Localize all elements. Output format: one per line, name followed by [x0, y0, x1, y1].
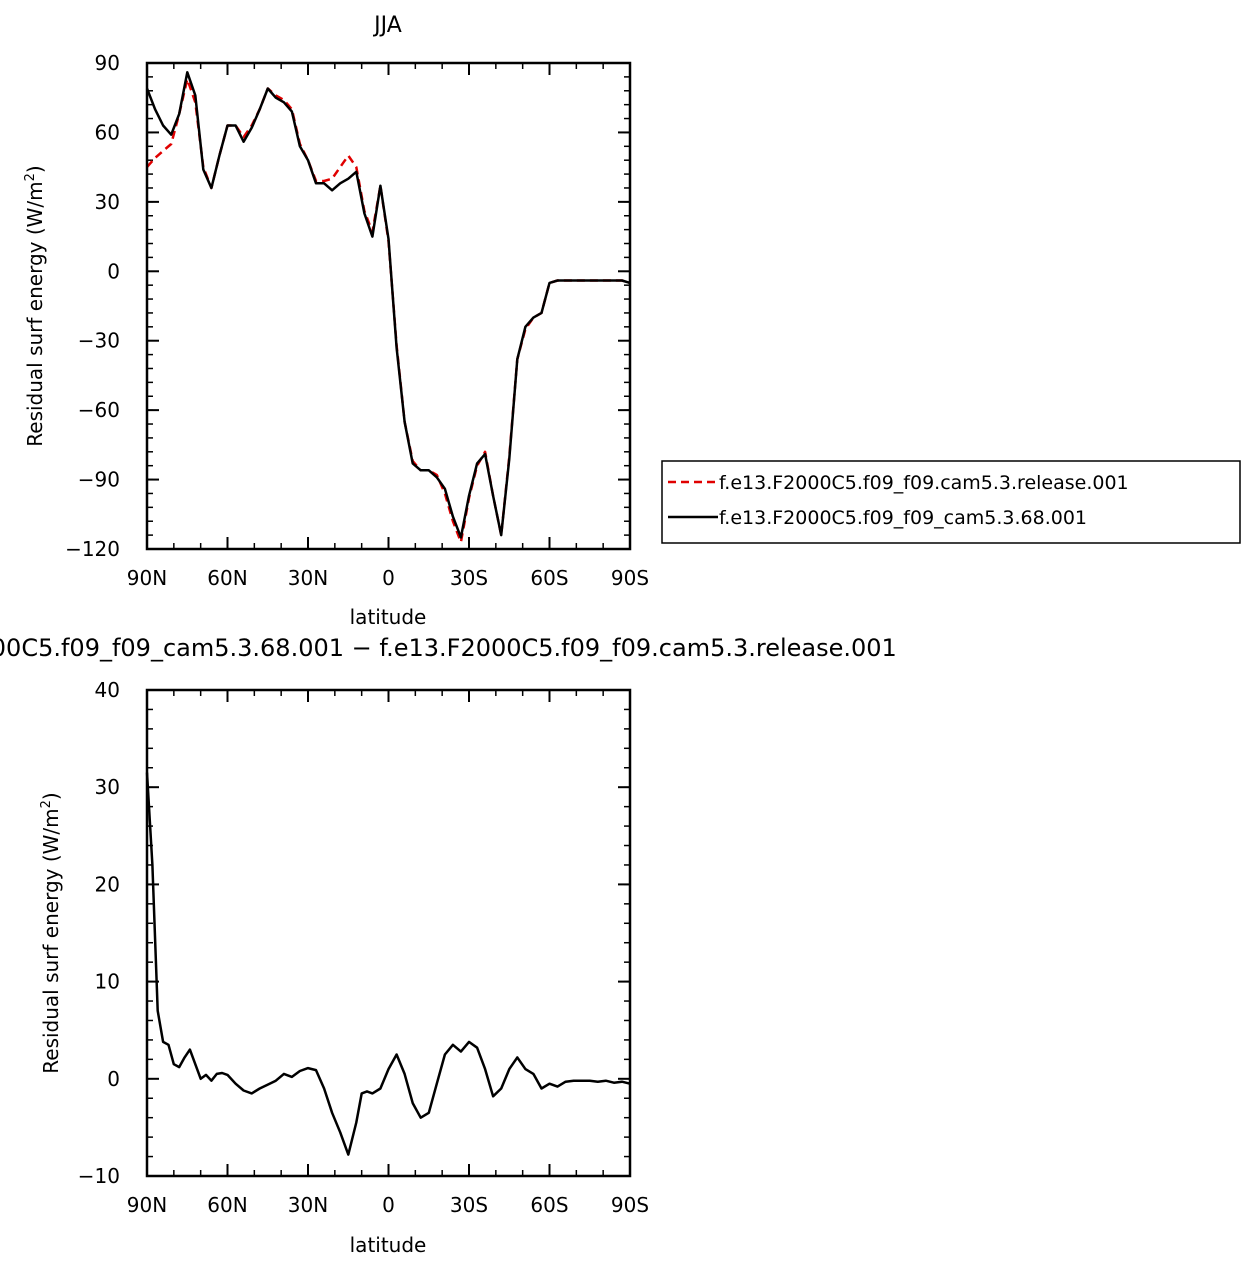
top-x-tick-label: 60N	[207, 566, 247, 590]
bottom-y-axis-label-main: Residual surf energy (W/m	[39, 808, 63, 1073]
legend-box	[661, 460, 1241, 544]
bottom-y-tick-label: 10	[95, 970, 120, 994]
legend-label-release: f.e13.F2000C5.f09_f09.cam5.3.release.001	[719, 472, 1129, 494]
top-x-tick-label: 0	[382, 566, 395, 590]
top-y-tick-label: −60	[78, 398, 120, 422]
top-y-axis-label-end: )	[23, 165, 47, 173]
bottom-y-tick-label: 40	[95, 678, 120, 702]
bottom-y-axis-label: Residual surf energy (W/m2)	[39, 792, 63, 1073]
bottom-x-tick-label: 60N	[207, 1193, 247, 1217]
top-y-tick-labels: 90 60 30 0 −30 −60 −90 −120	[65, 51, 120, 561]
bottom-x-tick-label: 90S	[611, 1193, 649, 1217]
top-y-axis-label: Residual surf energy (W/m2)	[23, 165, 47, 446]
top-series-line-0	[146, 77, 631, 544]
bottom-y-tick-label: −10	[78, 1164, 120, 1188]
top-chart-title: JJA	[372, 13, 402, 38]
bottom-y-tick-label: 0	[107, 1067, 120, 1091]
bottom-x-tick-label: 0	[382, 1193, 395, 1217]
bottom-x-tick-label: 30S	[450, 1193, 488, 1217]
legend-label-cam5-3-68: f.e13.F2000C5.f09_f09_cam5.3.68.001	[719, 507, 1087, 529]
bottom-x-tick-label: 90N	[127, 1193, 167, 1217]
top-y-tick-label: −120	[65, 537, 120, 561]
top-x-tick-label: 90S	[611, 566, 649, 590]
bottom-x-axis-label: latitude	[350, 1233, 427, 1257]
bottom-x-tick-label: 60S	[530, 1193, 568, 1217]
top-series-line-1	[145, 71, 631, 539]
top-plot-frame	[145, 61, 632, 551]
bottom-x-tick-labels: 90N 60N 30N 0 30S 60S 90S	[127, 1193, 649, 1217]
bottom-y-axis-label-sup: 2	[39, 800, 54, 808]
bottom-y-tick-labels: 40 30 20 10 0 −10	[78, 678, 120, 1188]
bottom-series-line-0	[145, 772, 631, 1156]
top-y-axis-label-sup: 2	[23, 173, 38, 181]
top-y-tick-label: −90	[78, 468, 120, 492]
top-series-group	[145, 71, 631, 544]
top-x-tick-label: 90N	[127, 566, 167, 590]
top-y-tick-label: 30	[95, 190, 120, 214]
bottom-y-tick-label: 30	[95, 775, 120, 799]
top-x-axis-label: latitude	[350, 605, 427, 629]
top-panel: JJA 90N 60N 30N 0 30S 60S 90S 90 60 30 0 −30 −60 −90…	[23, 13, 1241, 629]
legend: f.e13.F2000C5.f09_f09.cam5.3.release.001…	[661, 460, 1241, 544]
bottom-x-tick-label: 30N	[288, 1193, 328, 1217]
bottom-plot-frame	[145, 688, 632, 1178]
top-x-tick-label: 30N	[288, 566, 328, 590]
bottom-y-axis-label-end: )	[39, 792, 63, 800]
bottom-panel: f.e13.F2000C5.f09_f09_cam5.3.68.001 − f.…	[0, 634, 897, 1257]
top-x-tick-label: 60S	[530, 566, 568, 590]
top-y-tick-label: −30	[78, 329, 120, 353]
top-y-axis-label-main: Residual surf energy (W/m	[23, 181, 47, 446]
top-y-tick-label: 90	[95, 51, 120, 75]
top-y-tick-label: 0	[107, 259, 120, 283]
bottom-chart-title: f.e13.F2000C5.f09_f09_cam5.3.68.001 − f.…	[0, 634, 897, 662]
bottom-y-tick-label: 20	[95, 872, 120, 896]
top-x-tick-labels: 90N 60N 30N 0 30S 60S 90S	[127, 566, 649, 590]
top-ticks	[146, 62, 631, 550]
bottom-series-group	[145, 772, 631, 1156]
top-y-tick-label: 60	[95, 120, 120, 144]
bottom-ticks	[146, 689, 631, 1177]
top-x-tick-label: 30S	[450, 566, 488, 590]
